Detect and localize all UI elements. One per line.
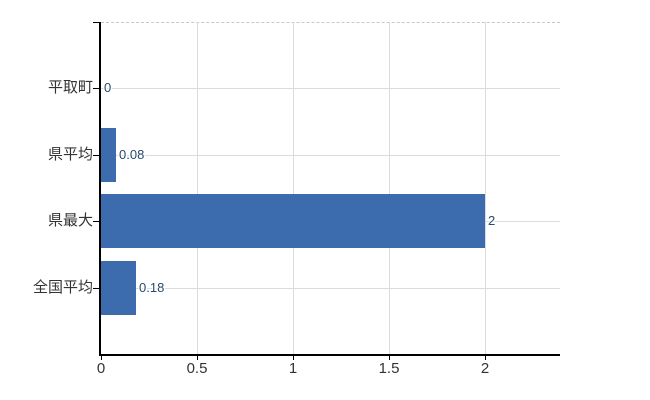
x-axis-tick — [485, 356, 486, 360]
x-axis-tick — [101, 356, 102, 360]
vertical-gridline — [293, 22, 294, 354]
horizontal-gridline — [101, 155, 560, 156]
x-tick-label: 2 — [480, 360, 490, 377]
x-tick-label: 0.5 — [186, 360, 208, 377]
horizontal-gridline — [101, 88, 560, 89]
y-axis-tick — [93, 155, 99, 156]
value-label: 0.18 — [139, 280, 165, 295]
value-label: 0 — [104, 80, 112, 95]
value-label: 0.08 — [119, 147, 145, 162]
vertical-gridline — [389, 22, 390, 354]
x-tick-label: 1 — [288, 360, 298, 377]
x-axis-tick — [293, 356, 294, 360]
horizontal-gridline — [101, 288, 560, 289]
plot-top-dashed-border — [101, 22, 560, 23]
bar-県平均 — [101, 128, 116, 182]
plot-area: 0 0.08 2 0.18 — [101, 22, 560, 354]
vertical-gridline — [485, 22, 486, 354]
x-axis-line — [99, 354, 560, 356]
category-label-平取町: 平取町 — [47, 79, 93, 96]
y-axis-line — [99, 22, 101, 356]
bar-県最大 — [101, 194, 485, 248]
value-label: 2 — [488, 213, 496, 228]
y-axis-top-tick — [93, 22, 99, 23]
category-label-県平均: 県平均 — [47, 146, 93, 163]
x-axis-tick — [197, 356, 198, 360]
x-axis-tick — [389, 356, 390, 360]
y-axis-tick — [93, 288, 99, 289]
x-tick-label: 1.5 — [378, 360, 400, 377]
y-axis-tick — [93, 88, 99, 89]
bar-全国平均 — [101, 261, 136, 315]
category-label-県最大: 県最大 — [47, 212, 93, 229]
x-tick-label: 0 — [96, 360, 106, 377]
category-label-全国平均: 全国平均 — [32, 279, 93, 296]
vertical-gridline — [197, 22, 198, 354]
y-axis-tick — [93, 221, 99, 222]
